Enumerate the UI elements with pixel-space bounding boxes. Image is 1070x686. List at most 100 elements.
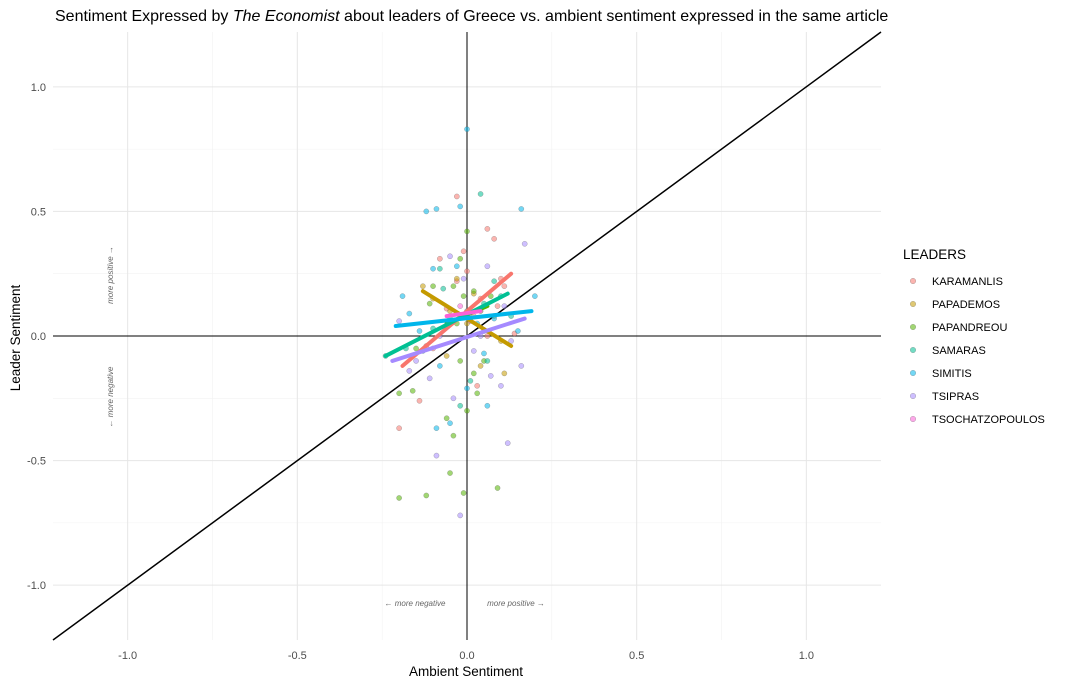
- trend-line-tsipras: [390, 316, 527, 363]
- point-tsipras: [487, 373, 494, 379]
- x-tick-label: 1.0: [799, 650, 814, 662]
- point-papademos: [420, 283, 426, 290]
- svg-text:Sentiment Expressed by The Eco: Sentiment Expressed by The Economist abo…: [55, 8, 888, 25]
- trend-line-simitis: [393, 309, 534, 329]
- trend-lines: [383, 271, 534, 368]
- point-papandreou: [457, 255, 464, 262]
- title-suffix: about leaders of Greece vs. ambient sent…: [340, 8, 889, 25]
- point-papademos: [477, 363, 484, 369]
- point-papandreou: [464, 228, 470, 235]
- point-tsipras: [460, 275, 467, 282]
- legend-label-samaras: SAMARAS: [932, 345, 986, 357]
- point-simitis: [416, 328, 423, 334]
- point-simitis: [437, 363, 443, 369]
- point-karamanlis: [460, 248, 467, 255]
- legend-key-tsochatzopoulos: [909, 415, 917, 423]
- point-papandreou: [413, 345, 419, 352]
- point-simitis: [453, 263, 460, 270]
- point-papandreou: [470, 370, 477, 377]
- point-tsipras: [447, 253, 453, 260]
- point-tsipras: [504, 440, 511, 446]
- legend-title: LEADERS: [903, 247, 966, 262]
- point-tsipras: [498, 382, 504, 389]
- point-karamanlis: [453, 193, 460, 200]
- x-tick-label: 0.5: [629, 650, 644, 662]
- point-simitis: [406, 310, 413, 317]
- point-papandreou: [460, 293, 467, 299]
- point-tsipras: [501, 303, 508, 309]
- legend-label-simitis: SIMITIS: [932, 368, 972, 380]
- legend-label-papandreou: PAPANDREOU: [932, 322, 1007, 334]
- point-tsipras: [413, 358, 419, 364]
- point-samaras: [457, 402, 464, 409]
- point-samaras: [491, 278, 497, 285]
- point-simitis: [464, 126, 470, 133]
- point-simitis: [433, 206, 440, 212]
- legend-label-tsochatzopoulos: TSOCHATZOPOULOS: [932, 414, 1045, 426]
- point-karamanlis: [484, 226, 491, 232]
- point-simitis: [484, 402, 491, 409]
- point-papandreou: [474, 390, 481, 397]
- x-tick-label: -0.5: [288, 650, 307, 662]
- tick-labels: -1.0 -0.5 0.0 0.5 1.0 -1.0 -0.5 0.0 0.5 1.0: [27, 82, 814, 662]
- point-simitis: [515, 328, 521, 334]
- point-simitis: [433, 425, 440, 432]
- y-axis-title: Leader Sentiment: [8, 284, 23, 391]
- point-simitis: [457, 203, 464, 210]
- title-prefix: Sentiment Expressed by: [55, 8, 233, 25]
- point-papademos: [453, 275, 460, 282]
- point-samaras: [477, 191, 484, 197]
- point-papandreou: [450, 283, 457, 290]
- x-axis-title: Ambient Sentiment: [409, 664, 523, 679]
- point-samaras: [440, 285, 447, 292]
- point-papandreou: [460, 490, 467, 496]
- point-simitis: [518, 206, 525, 212]
- point-papandreou: [470, 288, 477, 294]
- legend-key-simitis: [909, 369, 917, 377]
- legend-items: KARAMANLIS PAPADEMOS PAPANDREOU SAMARAS SIMI…: [909, 276, 1045, 426]
- point-tsipras: [457, 512, 464, 519]
- y-tick-label: -1.0: [27, 580, 46, 592]
- point-tsipras: [521, 240, 528, 247]
- point-karamanlis: [416, 397, 423, 404]
- legend-label-papademos: PAPADEMOS: [932, 299, 1000, 311]
- point-samaras: [467, 378, 474, 384]
- point-tsipras: [508, 338, 514, 344]
- chart-title: Sentiment Expressed by The Economist abo…: [55, 8, 888, 25]
- annotation-y-positive: more positive →: [106, 246, 115, 304]
- point-tsipras: [470, 348, 477, 354]
- legend-key-tsipras: [909, 392, 917, 400]
- point-papademos: [443, 353, 450, 359]
- point-karamanlis: [474, 382, 481, 389]
- point-papandreou: [423, 492, 430, 499]
- legend-key-papandreou: [909, 323, 917, 331]
- point-tsipras: [396, 318, 402, 324]
- point-karamanlis: [491, 235, 497, 242]
- point-simitis: [481, 350, 487, 357]
- x-tick-label: -1.0: [118, 650, 137, 662]
- legend-key-karamanlis: [909, 277, 917, 285]
- point-papandreou: [494, 485, 501, 491]
- point-simitis: [532, 293, 538, 299]
- legend: LEADERS KARAMANLIS PAPADEMOS PAPANDREOU SAM…: [903, 247, 1045, 426]
- point-papandreou: [426, 300, 433, 307]
- point-papandreou: [430, 283, 436, 290]
- point-papandreou: [450, 432, 457, 439]
- point-papandreou: [409, 387, 416, 394]
- legend-key-papademos: [909, 300, 917, 308]
- point-tsipras: [433, 452, 440, 459]
- scatter-points: [382, 126, 538, 519]
- point-simitis: [399, 293, 406, 299]
- point-papandreou: [447, 470, 453, 476]
- point-simitis: [430, 265, 436, 272]
- y-tick-label: -0.5: [27, 456, 46, 468]
- point-tsipras: [518, 363, 525, 369]
- x-tick-label: 0.0: [459, 650, 474, 662]
- point-karamanlis: [464, 268, 470, 275]
- legend-label-tsipras: TSIPRAS: [932, 391, 979, 403]
- point-karamanlis: [437, 255, 443, 262]
- point-tsipras: [406, 368, 413, 374]
- trend-line-tsochatzopoulos: [444, 309, 483, 319]
- y-tick-label: 1.0: [31, 82, 46, 94]
- point-tsipras: [426, 375, 433, 382]
